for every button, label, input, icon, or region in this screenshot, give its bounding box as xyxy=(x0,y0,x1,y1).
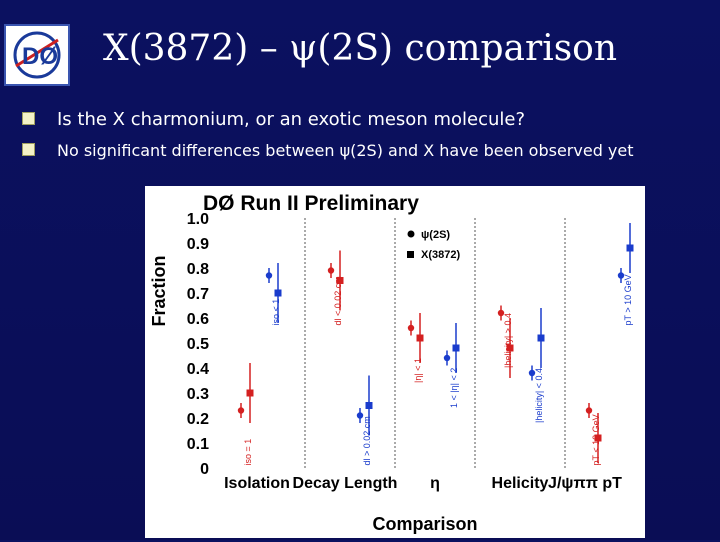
chart-svg: 1.0 0.9 0.8 0.7 0.6 0.5 0.4 0.3 0.2 0.1 0 Isolation… xyxy=(149,192,634,534)
bullet-text: No significant differences between ψ(2S)… xyxy=(57,141,634,160)
legend-marker-x3872 xyxy=(407,251,414,258)
x-group-label: Isolation xyxy=(224,475,290,492)
data-point-x3872 xyxy=(246,389,254,397)
data-point-psi2s xyxy=(327,267,335,274)
data-point-x3872 xyxy=(537,334,545,342)
data-point-x3872 xyxy=(416,334,424,342)
y-tick-label: 0.1 xyxy=(187,436,209,453)
data-point-x3872 xyxy=(452,344,460,352)
data-point-x3872 xyxy=(594,434,602,442)
data-point-psi2s xyxy=(356,412,364,419)
cut-label: dl > 0.02 cm xyxy=(362,416,372,465)
y-tick-label: 0.2 xyxy=(187,411,209,428)
data-point-x3872 xyxy=(336,277,344,284)
data-point-psi2s xyxy=(528,369,536,377)
x-axis-label: Comparison xyxy=(372,514,477,534)
y-tick-label: 0.7 xyxy=(187,286,209,303)
legend-marker-psi2s xyxy=(407,230,415,238)
y-tick-label: 0.5 xyxy=(187,336,209,353)
y-tick-label: 0.3 xyxy=(187,386,209,403)
y-tick-label: 1.0 xyxy=(187,211,209,228)
cut-label: iso < 1 xyxy=(271,299,281,326)
data-point-psi2s xyxy=(265,272,273,279)
slide-title: X(3872) – ψ(2S) comparison xyxy=(102,28,618,69)
x-group-label: η xyxy=(430,475,440,492)
x-group-label: Decay Length xyxy=(293,475,398,492)
data-point-psi2s xyxy=(443,354,451,362)
chart-title: DØ Run II Preliminary xyxy=(203,192,419,215)
bullet-item: Is the X charmonium, or an exotic meson … xyxy=(22,109,712,130)
data-point-x3872 xyxy=(626,244,634,252)
data-point-psi2s xyxy=(617,272,625,279)
legend-label-psi2s: ψ(2S) xyxy=(421,229,450,241)
bullet-item: No significant differences between ψ(2S)… xyxy=(22,141,712,160)
cut-label: pT > 10 GeV xyxy=(623,274,633,325)
comparison-chart: 1.0 0.9 0.8 0.7 0.6 0.5 0.4 0.3 0.2 0.1 0 Isolation… xyxy=(145,186,645,538)
y-tick-label: 0.6 xyxy=(187,311,209,328)
y-tick-label: 0.8 xyxy=(187,261,209,278)
data-point-psi2s xyxy=(407,324,415,332)
bullet-square-icon xyxy=(22,143,35,156)
cut-label: iso = 1 xyxy=(243,439,253,466)
logo-text: DØ xyxy=(22,43,58,70)
cut-label: |η| < 1 xyxy=(413,358,423,383)
d0-logo: DØ xyxy=(4,24,70,86)
bullet-square-icon xyxy=(22,111,35,125)
data-point-x3872 xyxy=(274,289,282,297)
y-tick-label: 0 xyxy=(200,461,209,478)
y-tick-label: 0.9 xyxy=(187,236,209,253)
data-point-psi2s xyxy=(585,407,593,414)
x-group-label: Helicity xyxy=(492,475,549,492)
y-tick-label: 0.4 xyxy=(187,361,209,378)
data-point-x3872 xyxy=(365,402,373,409)
bullet-text: Is the X charmonium, or an exotic meson … xyxy=(57,109,526,130)
data-point-psi2s xyxy=(497,309,505,317)
cut-label: |helicity| > 0.4 xyxy=(503,313,513,368)
x-group-label: J/ψππ pT xyxy=(548,475,622,492)
cut-label: 1 < |η| < 2 xyxy=(449,368,459,408)
y-axis-label: Fraction xyxy=(149,255,169,326)
data-point-psi2s xyxy=(237,407,245,414)
data-point-x3872 xyxy=(506,344,514,352)
legend-label-x3872: X(3872) xyxy=(421,249,460,261)
cut-label: dl < 0.02 cm xyxy=(333,276,343,325)
legend: ψ(2S) X(3872) xyxy=(407,229,460,261)
cut-label: |helicity| < 0.4 xyxy=(534,368,544,423)
